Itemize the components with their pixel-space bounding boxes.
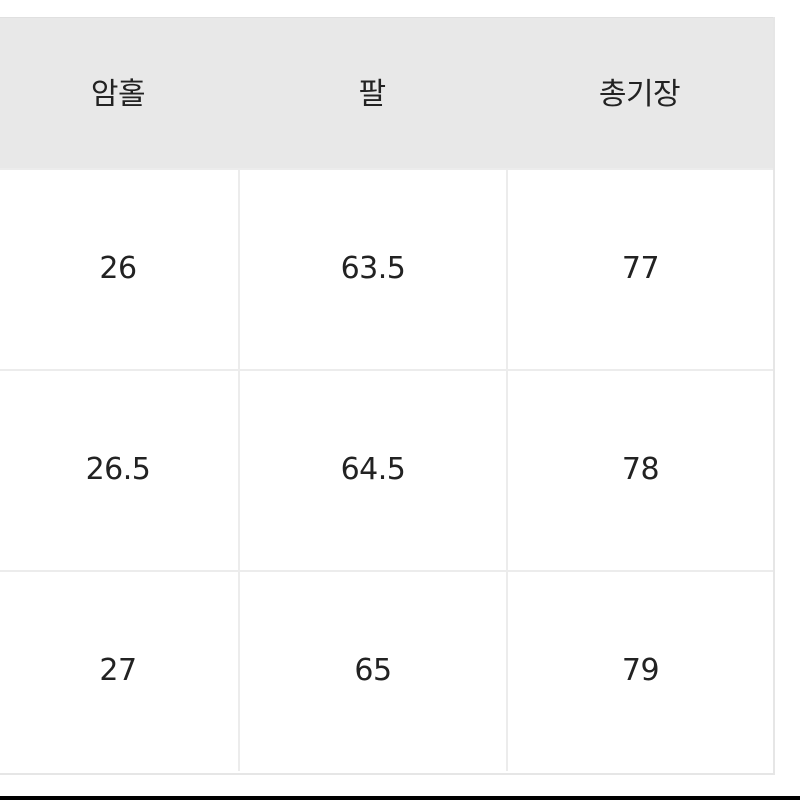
bottom-bar	[0, 796, 800, 800]
table-cell: 77	[506, 170, 773, 369]
header-sleeve: 팔	[358, 77, 386, 112]
table-cell: 79	[506, 572, 773, 771]
table-row: 27 65 79	[0, 570, 773, 771]
header-total-length: 총기장	[598, 77, 681, 112]
header-armhole: 암홀	[90, 77, 146, 112]
size-table: 암홀 팔 총기장 26 63.5 77 26.5 64.5 78 27 65 79	[0, 17, 775, 775]
table-cell: 26	[99, 251, 137, 286]
table-cell: 26.5	[85, 452, 151, 487]
table-row: 26.5 64.5 78	[0, 369, 773, 570]
table-cell: 27	[99, 653, 137, 688]
table-row: 26 63.5 77	[0, 168, 773, 369]
table-header-row: 암홀 팔 총기장	[0, 17, 773, 168]
table-cell: 64.5	[238, 371, 506, 570]
table-cell: 65	[238, 572, 506, 771]
table-cell: 63.5	[238, 170, 506, 369]
table-cell: 78	[506, 371, 773, 570]
